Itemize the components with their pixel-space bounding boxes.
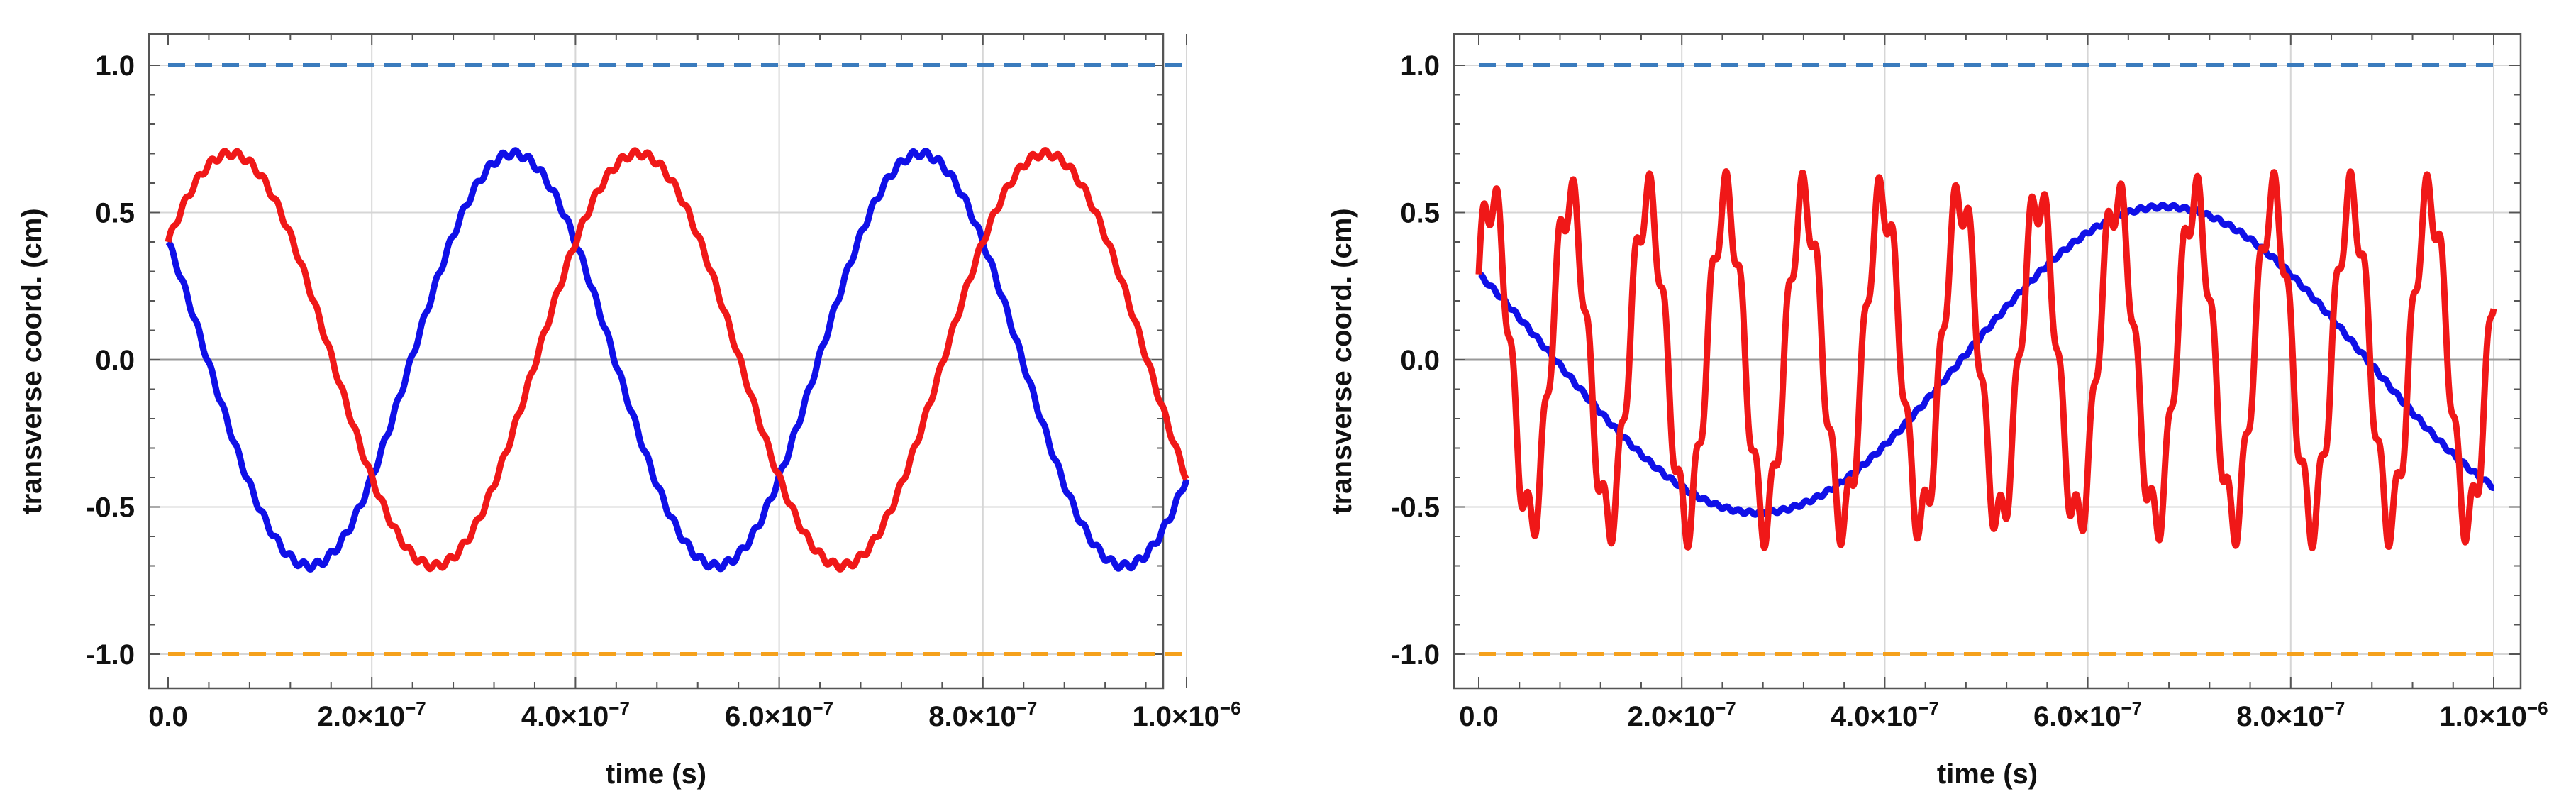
y-tick-label: 0.0 — [1400, 345, 1440, 376]
x-tick-label: 8.0×10−7 — [2236, 697, 2345, 732]
x-tick-label: 4.0×10−7 — [521, 697, 630, 732]
x-tick-label: 6.0×10−7 — [725, 697, 833, 732]
y-tick-label: 1.0 — [95, 50, 135, 82]
x-tick-label: 4.0×10−7 — [1831, 697, 1939, 732]
x-tick-label: 1.0×10−6 — [1132, 697, 1240, 732]
x-tick-label: 8.0×10−7 — [928, 697, 1037, 732]
y-tick-label: -1.0 — [86, 639, 135, 671]
y-tick-label: -1.0 — [1391, 639, 1440, 671]
y-tick-label: 0.5 — [1400, 198, 1440, 229]
y-tick-label: -0.5 — [1391, 492, 1440, 524]
plot-frame — [148, 33, 1165, 690]
x-tick-label: 0.0 — [148, 701, 188, 732]
y-tick-label: 1.0 — [1400, 50, 1440, 82]
grid — [149, 34, 1187, 688]
x-axis-title: time (s) — [1937, 758, 2038, 790]
blue-series-line — [1476, 202, 2497, 518]
plot-frame — [1453, 33, 2522, 690]
right-plot: 0.0 2.0×10−7 4.0×10−7 6.0×10−7 8.0×10−7 1.0×1… — [1326, 33, 2548, 790]
y-tick-label: 0.5 — [95, 198, 135, 229]
left-plot: 0.0 2.0×10−7 4.0×10−7 6.0×10−7 8.0×10−7 1.0×1… — [16, 33, 1241, 790]
red-series-line — [165, 147, 1189, 573]
x-tick-label: 1.0×10−6 — [2439, 697, 2548, 732]
y-axis-title: transverse coord. (cm) — [1326, 208, 1358, 514]
y-tick-label: -0.5 — [86, 492, 135, 524]
grid — [1454, 34, 2521, 688]
tick-marks — [1454, 34, 2521, 688]
x-tick-label: 6.0×10−7 — [2033, 697, 2142, 732]
blue-series-line — [165, 147, 1190, 573]
tick-marks — [149, 34, 1187, 688]
x-axis-title: time (s) — [606, 758, 706, 790]
x-tick-label: 0.0 — [1459, 701, 1499, 732]
y-axis-title: transverse coord. (cm) — [16, 208, 48, 514]
y-tick-label: 0.0 — [95, 345, 135, 376]
x-tick-label: 2.0×10−7 — [1628, 697, 1736, 732]
red-series-line — [1475, 168, 2497, 551]
x-tick-label: 2.0×10−7 — [318, 697, 426, 732]
